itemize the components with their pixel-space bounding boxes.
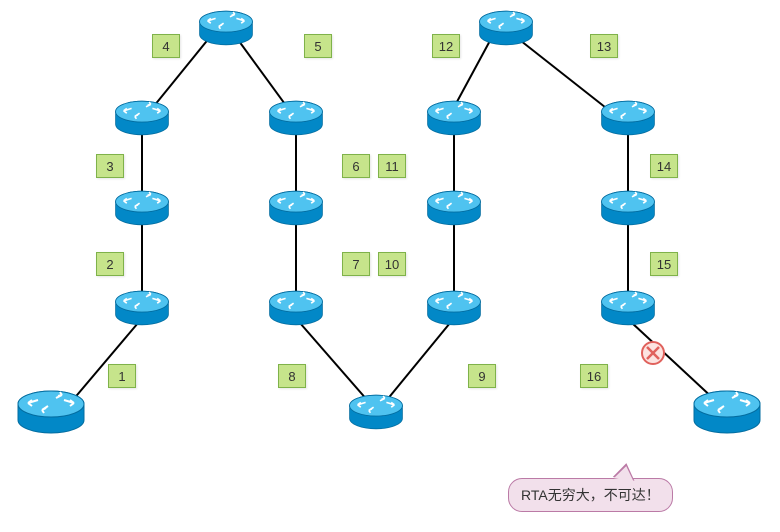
edge xyxy=(627,133,629,195)
router-icon xyxy=(268,190,324,226)
speech-text: RTA无穷大，不可达！ xyxy=(508,478,673,512)
edge xyxy=(295,223,297,297)
router-icon xyxy=(16,390,86,434)
router-icon xyxy=(478,10,534,46)
edge xyxy=(299,322,369,401)
hop-badge: 14 xyxy=(650,154,678,178)
hop-badge: 4 xyxy=(152,34,180,58)
edge xyxy=(385,322,451,401)
hop-badge: 5 xyxy=(304,34,332,58)
hop-badge: 12 xyxy=(432,34,460,58)
edge xyxy=(295,133,297,195)
broken-link-icon xyxy=(640,340,666,366)
router-icon xyxy=(426,290,482,326)
router-icon xyxy=(600,190,656,226)
edge xyxy=(141,223,143,297)
edge xyxy=(627,223,629,297)
router-icon xyxy=(426,100,482,136)
router-icon xyxy=(600,100,656,136)
hop-badge: 10 xyxy=(378,252,406,276)
router-icon xyxy=(268,100,324,136)
hop-badge: 13 xyxy=(590,34,618,58)
edge xyxy=(141,133,143,195)
hop-badge: 1 xyxy=(108,364,136,388)
hop-badge: 2 xyxy=(96,252,124,276)
network-diagram: 4 5 12 13 3 6 11 14 2 7 10 15 1 8 9 16 RTA无穷大，不可达！ xyxy=(0,0,780,532)
router-icon xyxy=(348,394,404,430)
hop-badge: 16 xyxy=(580,364,608,388)
hop-badge: 11 xyxy=(378,154,406,178)
hop-badge: 3 xyxy=(96,154,124,178)
router-icon xyxy=(268,290,324,326)
router-icon xyxy=(114,190,170,226)
edge xyxy=(453,223,455,297)
hop-badge: 15 xyxy=(650,252,678,276)
speech-bubble: RTA无穷大，不可达！ xyxy=(508,478,673,512)
router-icon xyxy=(198,10,254,46)
edge xyxy=(453,133,455,195)
hop-badge: 9 xyxy=(468,364,496,388)
hop-badge: 6 xyxy=(342,154,370,178)
router-icon xyxy=(600,290,656,326)
router-icon xyxy=(114,100,170,136)
hop-badge: 8 xyxy=(278,364,306,388)
router-icon xyxy=(114,290,170,326)
hop-badge: 7 xyxy=(342,252,370,276)
router-icon xyxy=(426,190,482,226)
router-icon xyxy=(692,390,762,434)
